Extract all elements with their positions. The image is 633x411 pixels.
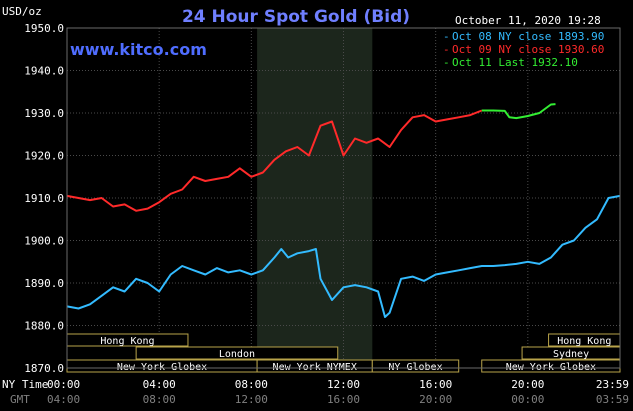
x-tick-label-ny: 08:00: [235, 378, 268, 391]
nymex-shaded-region: [257, 28, 373, 368]
x-axis: NY Time GMT 00:00 04:00 04:00 08:00 08:00 12:00…: [2, 378, 629, 406]
session-label: Hong Kong: [100, 336, 154, 347]
x-tick-label-gmt: 04:00: [47, 393, 80, 406]
legend-entry: Oct 09 NY close 1930.60: [452, 43, 604, 56]
session-bar: [135, 346, 339, 360]
legend-marker: -: [443, 43, 450, 56]
price-series-line: [481, 103, 556, 120]
y-axis: 1950.0 1940.0 1930.0 1920.0 1910.0 1900.0 1890…: [24, 22, 64, 375]
x-tick-label-gmt: 00:00: [511, 393, 544, 406]
legend: - Oct 08 NY close 1893.90- Oct 09 NY close…: [443, 30, 604, 69]
website-label: www.kitco.com: [70, 40, 207, 59]
session-label: Sydney: [553, 349, 589, 360]
gmt-row-label: GMT: [10, 393, 30, 406]
session-label: Hong Kong: [557, 336, 611, 347]
x-tick-label-ny: 04:00: [143, 378, 176, 391]
timestamp: October 11, 2020 19:28: [455, 14, 601, 27]
x-tick-label-gmt: 16:00: [327, 393, 360, 406]
y-tick-label: 1950.0: [24, 22, 64, 35]
x-tick-label-ny: 20:00: [511, 378, 544, 391]
price-series-line: [66, 109, 483, 212]
x-tick-label-gmt: 12:00: [235, 393, 268, 406]
legend-entry: Oct 11 Last 1932.10: [452, 56, 578, 69]
ny-time-row-label: NY Time: [2, 378, 48, 391]
x-tick-label-gmt: 08:00: [143, 393, 176, 406]
x-tick-label-ny: 16:00: [419, 378, 452, 391]
plot-frame: [66, 27, 621, 369]
x-tick-label-gmt: 03:59: [596, 393, 629, 406]
y-tick-label: 1910.0: [24, 192, 64, 205]
price-series-line: [66, 194, 621, 318]
y-tick-label: 1900.0: [24, 235, 64, 248]
session-bar: [371, 359, 460, 373]
legend-entry: Oct 08 NY close 1893.90: [452, 30, 604, 43]
chart-title: 24 Hour Spot Gold (Bid): [182, 7, 410, 27]
x-tick-label-ny: 00:00: [47, 378, 80, 391]
y-tick-label: 1890.0: [24, 277, 64, 290]
y-tick-label: 1940.0: [24, 65, 64, 78]
price-lines: [66, 103, 621, 318]
legend-marker: -: [443, 30, 450, 43]
session-label: London: [219, 349, 255, 360]
y-unit-label: USD/oz: [2, 5, 42, 18]
y-tick-label: 1880.0: [24, 320, 64, 333]
y-tick-label: 1870.0: [24, 362, 64, 375]
x-tick-label-gmt: 20:00: [419, 393, 452, 406]
x-tick-label-ny: 12:00: [327, 378, 360, 391]
y-tick-label: 1920.0: [24, 150, 64, 163]
y-tick-label: 1930.0: [24, 107, 64, 120]
legend-marker: -: [443, 56, 450, 69]
x-tick-label-ny: 23:59: [596, 378, 629, 391]
